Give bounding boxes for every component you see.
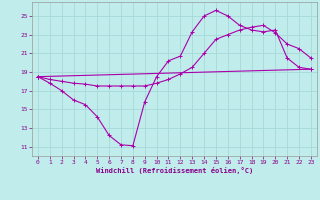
X-axis label: Windchill (Refroidissement éolien,°C): Windchill (Refroidissement éolien,°C) xyxy=(96,167,253,174)
